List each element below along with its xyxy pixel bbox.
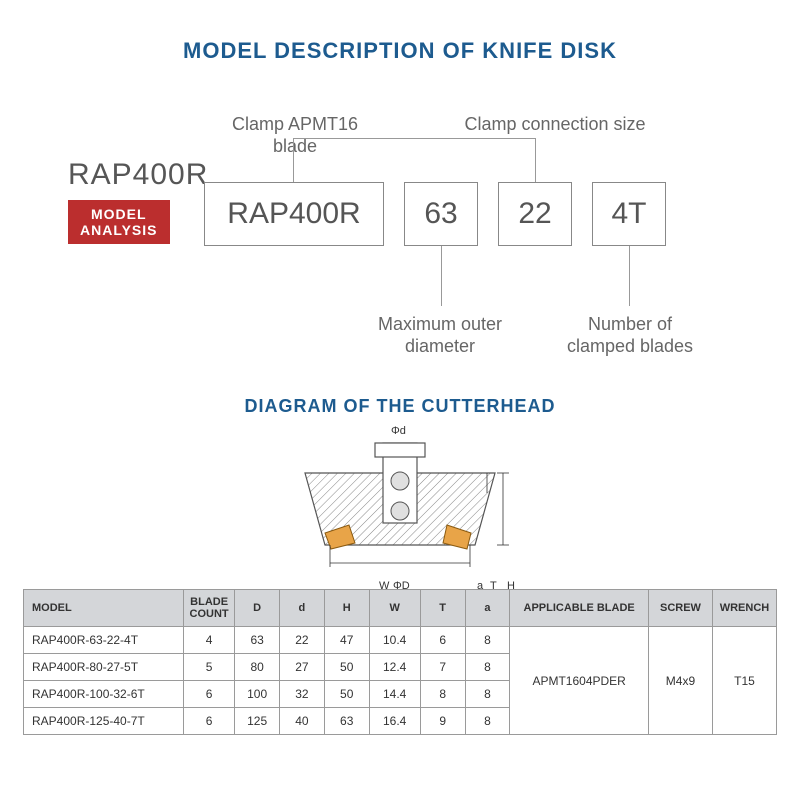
- cell: 63: [324, 708, 369, 735]
- box-blade-count: 4T: [592, 182, 666, 246]
- label-clamp-blade: Clamp APMT16 blade: [210, 114, 380, 157]
- cell: 50: [324, 681, 369, 708]
- label-bot2-line2: clamped blades: [567, 336, 693, 356]
- th-4: H: [324, 590, 369, 627]
- th-8: APPLICABLE BLADE: [510, 590, 649, 627]
- merged-blade: APMT1604PDER: [510, 627, 649, 735]
- label-bot1-line1: Maximum outer: [378, 314, 502, 334]
- model-analysis-badge: MODEL ANALYSIS: [68, 200, 170, 244]
- merged-wrench: T15: [712, 627, 776, 735]
- cell: 22: [280, 627, 325, 654]
- cell: 14.4: [369, 681, 420, 708]
- connector: [535, 138, 536, 182]
- cell: RAP400R-80-27-5T: [24, 654, 184, 681]
- cell: 10.4: [369, 627, 420, 654]
- badge-line1: MODEL: [91, 206, 147, 222]
- cell: 6: [420, 627, 465, 654]
- th-3: d: [280, 590, 325, 627]
- dim-H: H: [507, 580, 515, 592]
- cell: 8: [465, 654, 510, 681]
- spec-table: MODELBLADECOUNTDdHWTaAPPLICABLE BLADESCR…: [23, 589, 777, 735]
- th-2: D: [235, 590, 280, 627]
- cell: 63: [235, 627, 280, 654]
- dim-w: W: [379, 580, 389, 592]
- cell: 7: [420, 654, 465, 681]
- label-bot1-line2: diameter: [405, 336, 475, 356]
- label-blade-count: Number of clamped blades: [560, 314, 700, 357]
- th-1: BLADECOUNT: [183, 590, 234, 627]
- connector: [293, 138, 535, 139]
- cell: 8: [420, 681, 465, 708]
- table-row: RAP400R-63-22-4T463224710.468APMT1604PDE…: [24, 627, 777, 654]
- cell: RAP400R-63-22-4T: [24, 627, 184, 654]
- label-max-diameter: Maximum outer diameter: [370, 314, 510, 357]
- table-header-row: MODELBLADECOUNTDdHWTaAPPLICABLE BLADESCR…: [24, 590, 777, 627]
- main-title: MODEL DESCRIPTION OF KNIFE DISK: [0, 0, 800, 64]
- th-9: SCREW: [648, 590, 712, 627]
- cell: 16.4: [369, 708, 420, 735]
- cell: 32: [280, 681, 325, 708]
- box-diameter: 63: [404, 182, 478, 246]
- box-model-code: RAP400R: [204, 182, 384, 246]
- th-10: WRENCH: [712, 590, 776, 627]
- connector: [441, 246, 442, 306]
- label-connection-size: Clamp connection size: [460, 114, 650, 136]
- label-bot2-line1: Number of: [588, 314, 672, 334]
- cell: 100: [235, 681, 280, 708]
- cell: RAP400R-100-32-6T: [24, 681, 184, 708]
- dim-phi-D: ΦD: [393, 580, 410, 592]
- box-connection-size: 22: [498, 182, 572, 246]
- cell: 8: [465, 627, 510, 654]
- cell: 8: [465, 708, 510, 735]
- cell: 12.4: [369, 654, 420, 681]
- cutterhead-diagram: Φd W ΦD T H a: [275, 425, 525, 575]
- cell: 40: [280, 708, 325, 735]
- diagram-title: DIAGRAM OF THE CUTTERHEAD: [0, 396, 800, 417]
- product-name: RAP400R: [68, 158, 208, 192]
- cell: RAP400R-125-40-7T: [24, 708, 184, 735]
- cell: 125: [235, 708, 280, 735]
- cell: 4: [183, 627, 234, 654]
- cell: 80: [235, 654, 280, 681]
- connector: [629, 246, 630, 306]
- dim-a: a: [477, 580, 483, 592]
- th-0: MODEL: [24, 590, 184, 627]
- th-7: a: [465, 590, 510, 627]
- th-6: T: [420, 590, 465, 627]
- badge-line2: ANALYSIS: [80, 222, 158, 238]
- cell: 6: [183, 708, 234, 735]
- cell: 8: [465, 681, 510, 708]
- model-analysis-section: RAP400R MODEL ANALYSIS RAP400R 63 22 4T …: [0, 82, 800, 372]
- dim-T: T: [490, 580, 497, 592]
- dim-phi-d: Φd: [391, 425, 406, 437]
- cell: 6: [183, 681, 234, 708]
- cell: 5: [183, 654, 234, 681]
- diagram-svg: [275, 425, 525, 575]
- connector: [293, 138, 294, 182]
- cell: 27: [280, 654, 325, 681]
- cell: 50: [324, 654, 369, 681]
- th-5: W: [369, 590, 420, 627]
- merged-screw: M4x9: [648, 627, 712, 735]
- cell: 47: [324, 627, 369, 654]
- cell: 9: [420, 708, 465, 735]
- table-body: RAP400R-63-22-4T463224710.468APMT1604PDE…: [24, 627, 777, 735]
